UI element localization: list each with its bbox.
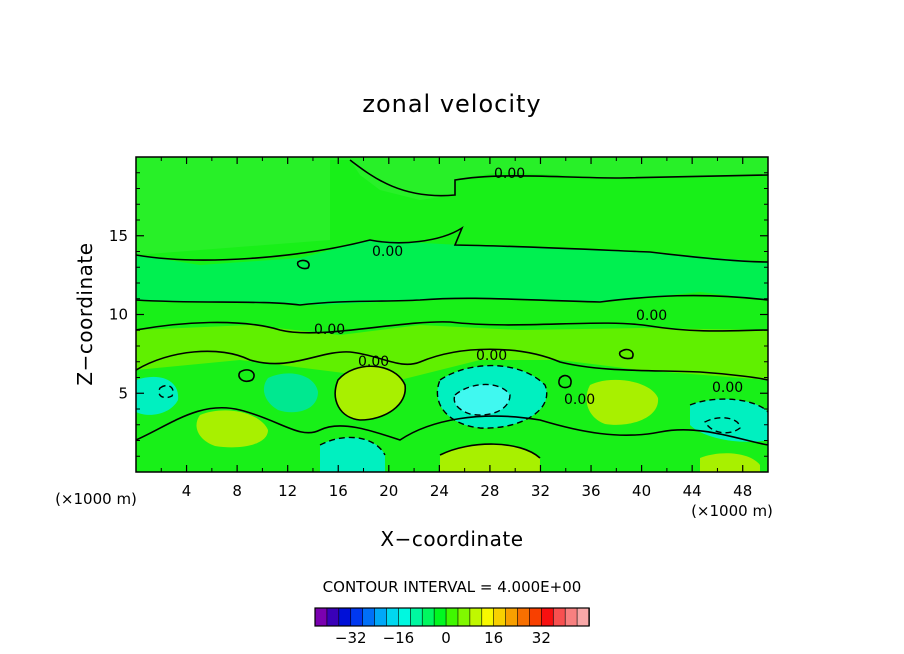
x-tick-label: 28 xyxy=(480,482,499,500)
colorbar-swatch xyxy=(398,607,412,627)
x-tick-label: 40 xyxy=(632,482,651,500)
contour-label: 0.00 xyxy=(564,392,595,408)
contour-line xyxy=(334,365,406,421)
contour-line xyxy=(558,374,572,389)
contour-line xyxy=(136,406,768,446)
contour-interval-text: CONTOUR INTERVAL = 4.000E+00 xyxy=(323,578,582,596)
colorbar-swatch xyxy=(314,607,328,627)
colorbar-swatch xyxy=(517,607,531,627)
y-tick-label: 15 xyxy=(109,227,128,245)
field-band-region xyxy=(136,240,768,305)
contour-label: 0.00 xyxy=(712,380,743,396)
y-unit-label: (×1000 m) xyxy=(55,490,137,508)
field-yellow-blob-5 xyxy=(700,453,760,472)
x-tick-label: 8 xyxy=(232,482,242,500)
colorbar-swatch xyxy=(338,607,352,627)
colorbar-swatch xyxy=(529,607,543,627)
colorbar-swatch xyxy=(350,607,364,627)
colorbar-swatch xyxy=(457,607,471,627)
field-cyan-blob-4 xyxy=(320,437,385,472)
contour-label: 0.00 xyxy=(476,348,507,364)
contour-label: 0.00 xyxy=(636,308,667,324)
contour-lines xyxy=(136,159,768,459)
colorbar-frame xyxy=(314,607,590,627)
colorbar-tick-label: 16 xyxy=(484,629,503,647)
colorbar-swatch xyxy=(445,607,459,627)
colorbar-tick-label: −32 xyxy=(335,629,367,647)
x-tick-label: 32 xyxy=(531,482,550,500)
colorbar-swatch xyxy=(505,607,519,627)
colorbar-swatch xyxy=(326,607,340,627)
x-tick-label: 4 xyxy=(182,482,192,500)
colorbar-swatch xyxy=(421,607,435,627)
colorbar: −32 −16 0 16 32 xyxy=(314,607,590,647)
field-cyan-blob-6 xyxy=(136,376,179,415)
colorbar-swatch xyxy=(386,607,400,627)
x-unit-label: (×1000 m) xyxy=(691,502,773,520)
contour-label: 0.00 xyxy=(372,244,403,260)
colorbar-swatch xyxy=(552,607,566,627)
contour-line xyxy=(439,443,541,459)
x-tick-label: 20 xyxy=(379,482,398,500)
colorbar-swatch xyxy=(362,607,376,627)
field-cyan-blob-5 xyxy=(690,399,768,442)
x-tick-label: 16 xyxy=(329,482,348,500)
contour-label: 0.00 xyxy=(358,354,389,370)
colorbar-swatch xyxy=(493,607,507,627)
contour-line xyxy=(618,348,634,360)
contour-line xyxy=(349,159,768,197)
contour-line xyxy=(238,369,255,383)
contour-line xyxy=(136,294,768,306)
colorbar-swatch xyxy=(433,607,447,627)
contour-label: 0.00 xyxy=(314,322,345,338)
colorbar-swatch xyxy=(481,607,495,627)
y-tick-label: 5 xyxy=(118,384,128,402)
field-cyan-blob-3 xyxy=(263,373,318,413)
contour-line xyxy=(136,225,768,263)
contour-line xyxy=(136,321,768,334)
colorbar-tick-label: 32 xyxy=(532,629,551,647)
x-tick-label: 12 xyxy=(278,482,297,500)
contour-line-negative xyxy=(453,383,511,416)
negative-contours xyxy=(158,364,768,456)
contour-line-negative xyxy=(436,364,548,429)
colorbar-swatch xyxy=(564,607,578,627)
colorbar-swatch xyxy=(541,607,555,627)
colorbar-tick-label: −16 xyxy=(383,629,415,647)
y-axis-label: Z−coordinate xyxy=(73,242,97,385)
x-tick-label: 48 xyxy=(733,482,752,500)
field-cyan-blob-2 xyxy=(454,384,510,416)
colorbar-swatch xyxy=(576,607,590,627)
contour-line-negative xyxy=(704,417,741,434)
contour-label: 0.00 xyxy=(494,166,525,182)
colorbar-swatch xyxy=(410,607,424,627)
field-upper-region xyxy=(136,157,768,255)
y-tick-label: 10 xyxy=(109,306,128,324)
contour-labels: 0.00 0.00 0.00 0.00 0.00 0.00 0.00 0.00 xyxy=(314,166,743,408)
colorbar-swatch xyxy=(374,607,388,627)
field-yellow-blob-2 xyxy=(586,379,659,425)
field-yellow-blob-4 xyxy=(196,410,268,448)
contour-line-negative xyxy=(689,398,768,413)
chart-title: zonal velocity xyxy=(362,90,541,118)
contour-line-negative xyxy=(158,384,174,399)
field-yellow-blob-3 xyxy=(440,444,540,472)
colorbar-swatch xyxy=(469,607,483,627)
x-axis-label: X−coordinate xyxy=(380,527,523,551)
colorbar-tick-label: 0 xyxy=(441,629,451,647)
x-tick-label: 44 xyxy=(683,482,702,500)
field-yellow-blob-1 xyxy=(335,366,406,420)
contour-line xyxy=(136,348,768,381)
x-tick-label: 24 xyxy=(430,482,449,500)
plot-area: 0.00 0.00 0.00 0.00 0.00 0.00 0.00 0.00 xyxy=(136,157,768,472)
contour-line xyxy=(296,259,310,270)
x-tick-label: 36 xyxy=(581,482,600,500)
